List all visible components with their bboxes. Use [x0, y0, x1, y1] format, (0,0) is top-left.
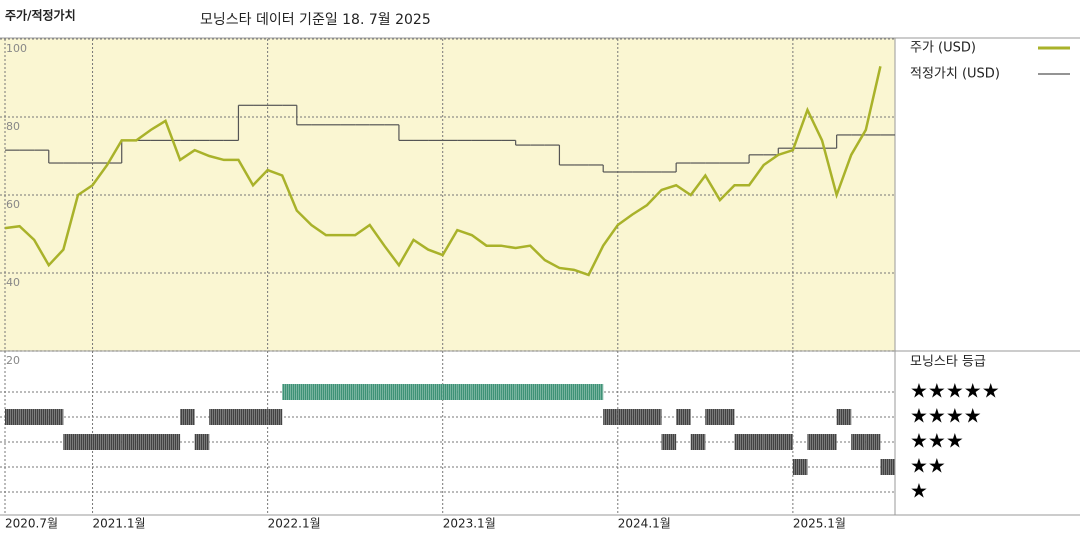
rating-bar-stripes [632, 409, 647, 425]
rating-bar-stripes [48, 409, 64, 425]
rating-bar-stripes [180, 409, 195, 425]
rating-label: ★★★ [910, 429, 964, 453]
y-tick-label: 60 [6, 198, 20, 211]
rating-bar-stripes [223, 409, 239, 425]
rating-bar-stripes [559, 384, 575, 400]
rating-bar-stripes [646, 409, 662, 425]
rating-bar-stripes [471, 384, 487, 400]
rating-bar-stripes [5, 409, 20, 425]
rating-bar-stripes [792, 459, 808, 475]
rating-bar-stripes [63, 434, 78, 450]
rating-bar-stripes [719, 409, 735, 425]
y-tick-label: 100 [6, 42, 27, 55]
x-tick-label: 2025.1월 [793, 517, 846, 531]
chart-subtitle: 모닝스타 데이터 기준일 18. 7월 2025 [200, 12, 431, 28]
rating-bar-stripes [486, 384, 502, 400]
x-tick-label: 2023.1월 [443, 517, 496, 531]
rating-bar-stripes [238, 409, 254, 425]
rating-bar-stripes [92, 434, 108, 450]
rating-bar-stripes [282, 384, 297, 400]
rating-bar-stripes [690, 434, 706, 450]
rating-bar-stripes [398, 384, 414, 400]
rating-label: ★★★★ [910, 404, 982, 428]
rating-bar-stripes [749, 434, 764, 450]
rating-bar-stripes [325, 384, 341, 400]
rating-bar-stripes [428, 384, 443, 400]
rating-bar-stripes [413, 384, 429, 400]
rating-bar-stripes [442, 384, 458, 400]
rating-bar-stripes [763, 434, 779, 450]
legend-label: 적정가치 (USD) [910, 67, 1000, 82]
rating-bar-stripes [136, 434, 151, 450]
rating-bar-stripes [340, 384, 356, 400]
rating-bar-stripes [107, 434, 122, 450]
rating-bar-stripes [865, 434, 881, 450]
rating-bar-stripes [734, 434, 750, 450]
chart-title: 주가/적정가치 [5, 8, 76, 23]
rating-bar-stripes [384, 384, 399, 400]
rating-label: ★★★★★ [910, 379, 1000, 403]
rating-bar-stripes [150, 434, 166, 450]
plot: 20 40 60 80 100 2020.7월 2021.1월 2022.1월 2023.1월 2… [0, 38, 1070, 531]
rating-bar-stripes [19, 409, 35, 425]
rating-bar-stripes [296, 384, 312, 400]
rating-label: ★ [910, 479, 928, 503]
rating-title: 모닝스타 등급 [910, 355, 986, 370]
rating-bar-stripes [603, 409, 618, 425]
rating-bar-stripes [501, 384, 516, 400]
y-tick-label: 40 [6, 276, 20, 289]
rating-bar-stripes [369, 384, 385, 400]
rating-bar-stripes [355, 384, 370, 400]
rating-bar-stripes [77, 434, 93, 450]
rating-bar-stripes [457, 384, 472, 400]
rating-bar-stripes [209, 409, 224, 425]
rating-bar-stripes [515, 384, 531, 400]
rating-bar-stripes [778, 434, 793, 450]
rating-bar-stripes [194, 434, 210, 450]
rating-bar-stripes [311, 384, 326, 400]
rating-bar-stripes [676, 409, 691, 425]
rating-bar-stripes [121, 434, 137, 450]
x-tick-label: 2020.7월 [5, 517, 58, 531]
legend-label: 주가 (USD) [910, 41, 976, 56]
rating-bar-stripes [530, 384, 545, 400]
rating-bar-stripes [574, 384, 589, 400]
x-tick-label: 2024.1월 [618, 517, 671, 531]
x-tick-label: 2021.1월 [93, 517, 146, 531]
rating-bar-stripes [544, 384, 560, 400]
rating-bar-stripes [165, 434, 181, 450]
y-tick-label: 20 [6, 354, 20, 367]
rating-bar-stripes [851, 434, 866, 450]
rating-label: ★★ [910, 454, 946, 478]
rating-bar-stripes [661, 434, 677, 450]
rating-bar-stripes [588, 384, 604, 400]
rating-bar-stripes [253, 409, 268, 425]
rating-bar-stripes [705, 409, 720, 425]
price-line [4, 66, 882, 277]
x-tick-label: 2022.1월 [268, 517, 321, 531]
rating-bar-stripes [617, 409, 633, 425]
rating-bar-stripes [822, 434, 837, 450]
rating-bar-stripes [267, 409, 283, 425]
rating-bar-stripes [34, 409, 49, 425]
y-tick-label: 80 [6, 120, 20, 133]
rating-bar-stripes [836, 409, 852, 425]
rating-bar-stripes [880, 459, 895, 475]
rating-bar-stripes [807, 434, 823, 450]
